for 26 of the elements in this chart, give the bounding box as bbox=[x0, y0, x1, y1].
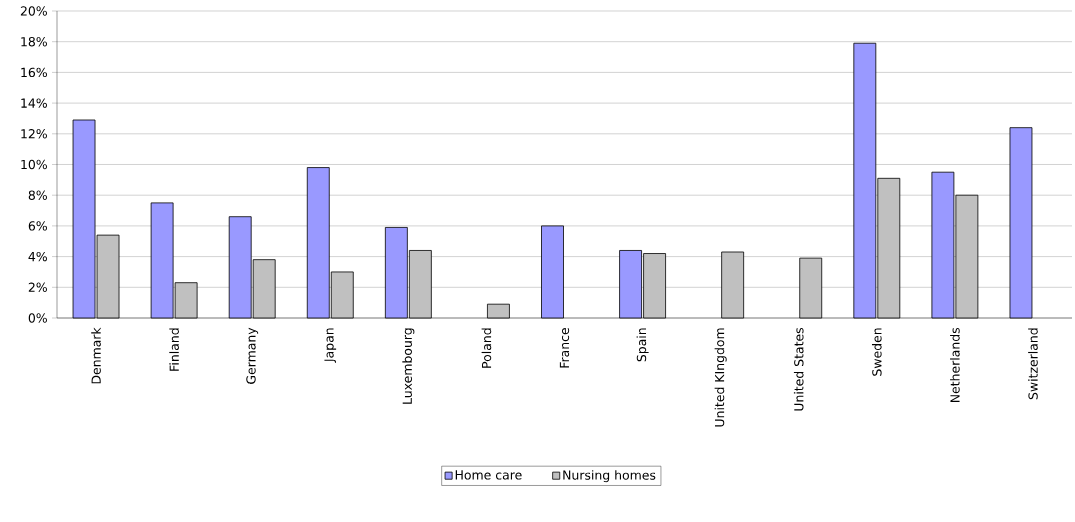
x-tick-label: Netherlands bbox=[950, 327, 960, 403]
y-tick-label: 18% bbox=[21, 36, 47, 47]
x-tick-label: Germany bbox=[246, 327, 259, 384]
x-tick-label: United KIngdom bbox=[714, 328, 727, 427]
x-tick-label: Sweden bbox=[871, 328, 882, 376]
x-tick-label: Poland bbox=[481, 328, 492, 368]
y-tick-label: 12% bbox=[21, 129, 47, 139]
x-tick-label: Denmark bbox=[91, 327, 101, 384]
x-tick-label: Japan bbox=[324, 328, 337, 363]
y-tick-label: 4% bbox=[28, 251, 47, 262]
y-tick-label: 6% bbox=[28, 221, 47, 231]
x-tick-label: Luxembourg bbox=[402, 328, 415, 404]
y-tick-label: 0% bbox=[28, 313, 47, 323]
x-tick-label: United States bbox=[793, 327, 804, 411]
y-tick-label: 2% bbox=[28, 282, 47, 292]
y-tick-label: 16% bbox=[21, 67, 47, 78]
x-tick-label: France bbox=[559, 328, 570, 368]
x-tick-label: Spain bbox=[636, 328, 649, 362]
y-tick-label: 20% bbox=[20, 6, 47, 16]
y-tick-label: 14% bbox=[21, 98, 47, 108]
x-tick-label: Finland bbox=[169, 328, 179, 371]
y-tick-label: 8% bbox=[28, 190, 47, 200]
legend-label: Home care bbox=[455, 470, 522, 480]
legend-label: Nursing homes bbox=[563, 470, 656, 483]
x-tick-label: Switzerland bbox=[1028, 328, 1038, 400]
y-tick-label: 10% bbox=[21, 159, 47, 170]
